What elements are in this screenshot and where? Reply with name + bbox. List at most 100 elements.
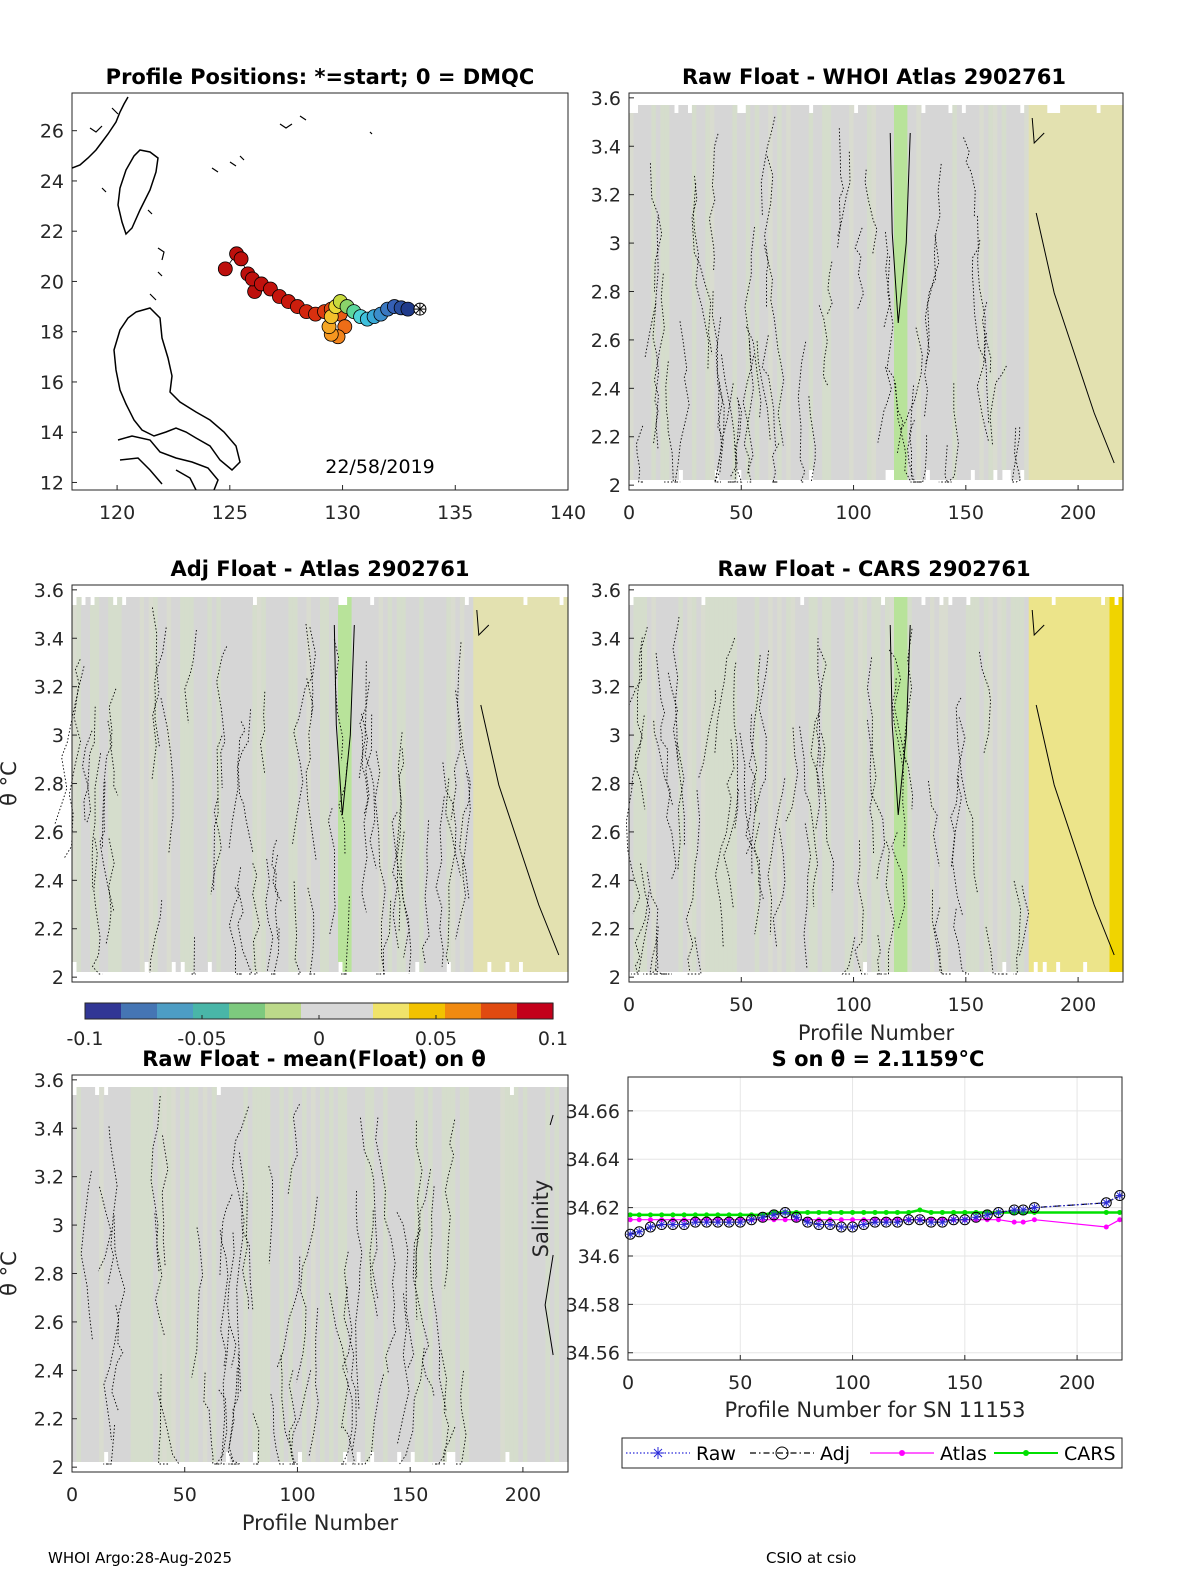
- contour-dotted: [305, 678, 317, 860]
- heatmap-cell-column: [1028, 597, 1034, 972]
- heatmap-ytick-label: 2.8: [34, 1264, 64, 1286]
- raw-point: [736, 1218, 745, 1227]
- heatmap-cell-column: [709, 105, 715, 480]
- adj-point: [891, 1216, 903, 1228]
- heatmap-cell-column: [211, 597, 217, 972]
- heatmap-cell-column: [545, 597, 551, 972]
- heatmap-ytick-label: 3: [52, 1215, 64, 1237]
- heatmap-cell-column: [279, 1087, 285, 1462]
- heatmap-cell-column: [669, 597, 675, 972]
- heatmap-cell-column: [799, 105, 805, 480]
- heatmap-cell-column: [929, 597, 935, 972]
- heatmap-ytick-label: 2.2: [34, 1409, 64, 1431]
- raw-point: [814, 1220, 823, 1229]
- heatmap-solid-contours: [544, 1114, 554, 1356]
- heatmap-cell-column: [1015, 597, 1021, 972]
- colorbar-segment: [301, 1003, 338, 1019]
- heatmap-ytick-label: 3.4: [34, 628, 64, 650]
- contour-dotted: [631, 863, 651, 975]
- heatmap-cell-column: [446, 1087, 452, 1452]
- heatmap-cell-column: [414, 1087, 420, 1462]
- atlas-point: [782, 1217, 788, 1223]
- heatmap-cell-column: [956, 105, 962, 480]
- contour-dotted: [634, 891, 650, 975]
- contour-dotted: [86, 706, 96, 823]
- heatmap-cell-column: [768, 105, 774, 480]
- heatmap-cell-column: [302, 1087, 308, 1462]
- legend-marker-cars: [1023, 1450, 1029, 1456]
- contour-dotted: [908, 419, 920, 483]
- contour-dotted: [652, 303, 659, 445]
- heatmap-cell-column: [130, 1087, 136, 1462]
- contour-dotted: [982, 302, 992, 374]
- contour-dotted: [877, 366, 892, 443]
- heatmap-cell-column: [1037, 105, 1043, 480]
- heatmap-cell-column: [473, 597, 479, 972]
- heatmap-cell-column: [786, 597, 792, 972]
- contour-dotted: [376, 900, 392, 975]
- raw-point: [893, 1218, 902, 1227]
- raw-point: [1019, 1206, 1028, 1215]
- heatmap-xtick-label: 100: [279, 1484, 315, 1506]
- adj-point: [746, 1214, 757, 1226]
- heatmap-cell-column: [486, 597, 492, 962]
- adj-point: [689, 1216, 701, 1228]
- adj-point: [858, 1219, 870, 1231]
- track-point: [233, 251, 249, 267]
- heatmap-cell-column: [813, 597, 819, 972]
- heatmap-cell-column: [85, 1087, 91, 1462]
- heatmap-cell-column: [1109, 597, 1115, 972]
- heatmap-cell-column: [347, 597, 353, 972]
- contour-dotted: [945, 383, 959, 483]
- heatmap-cell-column: [374, 1087, 380, 1462]
- heatmap-cell-column: [885, 105, 891, 470]
- heatmap-cell-column: [804, 597, 810, 972]
- contour-dotted: [270, 1394, 284, 1465]
- contour-dotted: [866, 719, 886, 880]
- cars-point: [1103, 1209, 1109, 1215]
- heatmap-cell-column: [193, 597, 199, 972]
- heatmap-cell-column: [664, 105, 670, 480]
- cars-point: [1117, 1209, 1123, 1215]
- heatmap-cell-column: [410, 1087, 416, 1452]
- heatmap-cell-column: [817, 105, 823, 480]
- contour-dotted: [432, 1349, 450, 1465]
- heatmap-cell-column: [216, 1095, 222, 1462]
- heatmap-cell-column: [518, 597, 524, 962]
- atlas-point: [1031, 1217, 1037, 1223]
- positions-title: Profile Positions: *=start; 0 = DMQC: [106, 65, 535, 89]
- heatmap-ytick-label: 2.4: [591, 378, 621, 400]
- salinity-ytick-label: 34.56: [566, 1343, 620, 1365]
- heatmap-cell-column: [1064, 105, 1070, 480]
- heatmap-cell-column: [880, 605, 886, 972]
- heatmap-ytick-label: 3: [52, 725, 64, 747]
- heatmap-cell-column: [297, 597, 303, 972]
- heatmap-cell-column: [920, 605, 926, 972]
- heatmap-cell-column: [849, 597, 855, 972]
- heatmap-cell-column: [1073, 105, 1079, 480]
- heatmap-cell-column: [1028, 105, 1034, 480]
- heatmap-cell-column: [94, 1095, 100, 1462]
- heatmap-cell-column: [130, 597, 136, 972]
- heatmap-cell-column: [225, 1087, 231, 1452]
- heatmap-cell-column: [540, 597, 546, 972]
- contour-dotted: [191, 1227, 204, 1378]
- heatmap-cell-column: [1064, 597, 1070, 972]
- raw-point: [848, 1222, 857, 1231]
- salinity-xtick-label: 100: [834, 1372, 870, 1394]
- heatmap-cell-column: [965, 105, 971, 480]
- positions-ytick-label: 20: [40, 271, 64, 293]
- heatmap-cell-column: [1010, 105, 1016, 480]
- heatmap-cell-column: [911, 105, 917, 480]
- cars-point: [805, 1209, 811, 1215]
- heatmap-cell-column: [934, 105, 940, 480]
- heatmap-cell-column: [513, 1087, 519, 1462]
- heatmap-cell-column: [647, 597, 653, 972]
- heatmap-cell-column: [759, 597, 765, 972]
- heatmap-cell-column: [871, 597, 877, 972]
- heatmap-cell-column: [554, 1087, 560, 1462]
- cars-point: [816, 1209, 822, 1215]
- contour-dotted: [772, 828, 786, 948]
- heatmap-cell-column: [410, 597, 416, 972]
- adj-point: [970, 1211, 982, 1223]
